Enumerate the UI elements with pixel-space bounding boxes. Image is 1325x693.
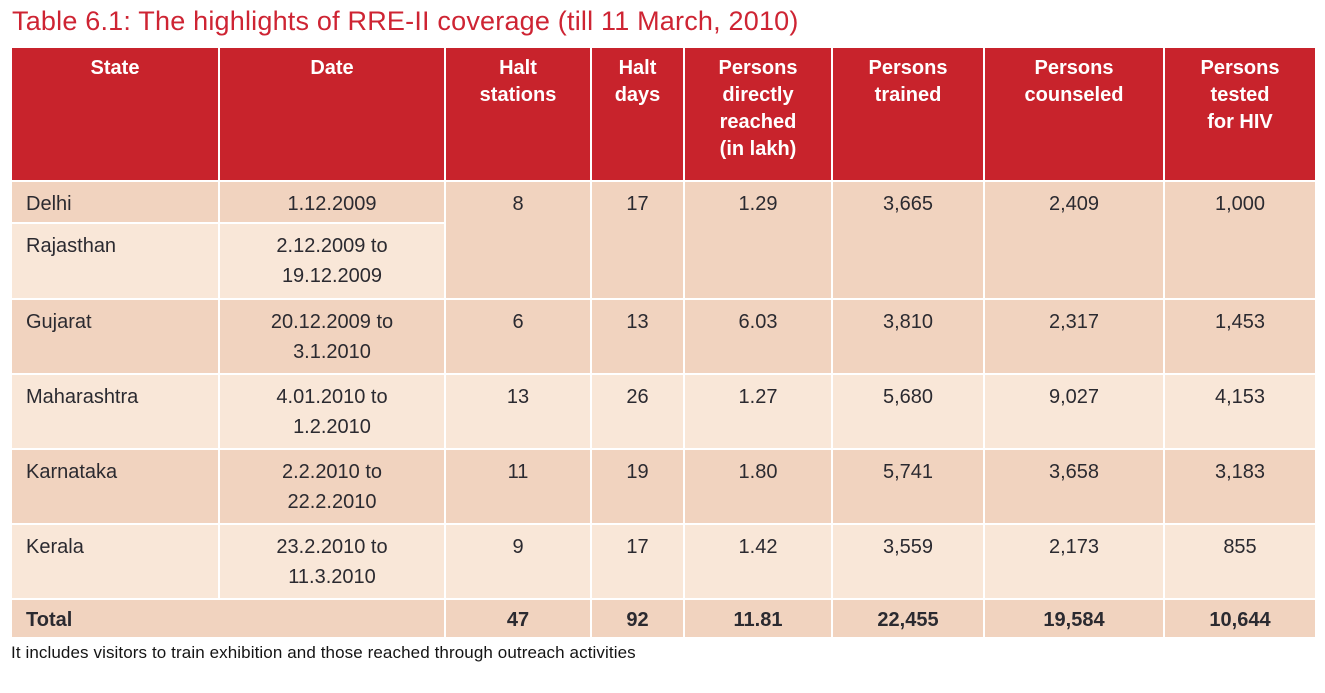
- table-title: Table 6.1: The highlights of RRE-II cove…: [12, 6, 799, 36]
- value-cell: 1.27: [683, 373, 833, 450]
- header-row: State Date Halt stations Halt days Perso…: [10, 46, 1317, 182]
- value-cell: 3,183: [1163, 448, 1317, 525]
- value-cell: 5,741: [831, 448, 985, 525]
- column-header-persons-trained: Persons trained: [831, 46, 985, 182]
- total-value-cell: 10,644: [1163, 598, 1317, 639]
- value-cell: 1.80: [683, 448, 833, 525]
- column-header-state: State: [10, 46, 220, 182]
- date-cell: 4.01.2010 to 1.2.2010: [218, 373, 446, 450]
- value-cell: 3,810: [831, 298, 985, 375]
- column-header-persons-counseled: Persons counseled: [983, 46, 1165, 182]
- table-row: Karnataka 2.2.2010 to 22.2.2010 11 19 1.…: [10, 448, 1317, 525]
- value-cell: 11: [444, 448, 592, 525]
- state-cell: Kerala: [10, 523, 220, 600]
- date-cell: 1.12.2009: [218, 180, 446, 224]
- total-value-cell: 47: [444, 598, 592, 639]
- table-row: Delhi 1.12.2009 8 17 1.29 3,665 2,409 1,…: [10, 180, 1317, 300]
- value-cell: 3,559: [831, 523, 985, 600]
- table-row: Maharashtra 4.01.2010 to 1.2.2010 13 26 …: [10, 373, 1317, 450]
- column-header-persons-tested: Persons tested for HIV: [1163, 46, 1317, 182]
- value-cell: 19: [590, 448, 685, 525]
- state-cell: Karnataka: [10, 448, 220, 525]
- total-label-cell: Total: [10, 598, 446, 639]
- value-cell: 13: [590, 298, 685, 375]
- value-cell: 8: [444, 180, 592, 300]
- value-cell: 3,658: [983, 448, 1165, 525]
- value-cell: 1,000: [1163, 180, 1317, 300]
- value-cell: 2,173: [983, 523, 1165, 600]
- value-cell: 9: [444, 523, 592, 600]
- value-cell: 855: [1163, 523, 1317, 600]
- table-footnote: It includes visitors to train exhibition…: [11, 643, 636, 662]
- value-cell: 1.42: [683, 523, 833, 600]
- total-value-cell: 22,455: [831, 598, 985, 639]
- value-cell: 1.29: [683, 180, 833, 300]
- date-cell: 23.2.2010 to 11.3.2010: [218, 523, 446, 600]
- column-header-persons-reached: Persons directly reached (in lakh): [683, 46, 833, 182]
- value-cell: 26: [590, 373, 685, 450]
- total-row: Total 47 92 11.81 22,455 19,584 10,644: [10, 598, 1317, 639]
- total-value-cell: 92: [590, 598, 685, 639]
- table-row: Gujarat 20.12.2009 to 3.1.2010 6 13 6.03…: [10, 298, 1317, 375]
- date-cell: 20.12.2009 to 3.1.2010: [218, 298, 446, 375]
- value-cell: 6.03: [683, 298, 833, 375]
- column-header-halt-stations: Halt stations: [444, 46, 592, 182]
- coverage-table: State Date Halt stations Halt days Perso…: [10, 46, 1317, 639]
- value-cell: 9,027: [983, 373, 1165, 450]
- value-cell: 17: [590, 180, 685, 300]
- value-cell: 4,153: [1163, 373, 1317, 450]
- date-cell: 2.12.2009 to 19.12.2009: [218, 222, 446, 300]
- state-cell: Maharashtra: [10, 373, 220, 450]
- state-cell: Gujarat: [10, 298, 220, 375]
- value-cell: 5,680: [831, 373, 985, 450]
- column-header-halt-days: Halt days: [590, 46, 685, 182]
- value-cell: 2,317: [983, 298, 1165, 375]
- table-row: Kerala 23.2.2010 to 11.3.2010 9 17 1.42 …: [10, 523, 1317, 600]
- value-cell: 13: [444, 373, 592, 450]
- state-cell: Delhi: [10, 180, 220, 224]
- date-cell: 2.2.2010 to 22.2.2010: [218, 448, 446, 525]
- value-cell: 6: [444, 298, 592, 375]
- total-value-cell: 19,584: [983, 598, 1165, 639]
- value-cell: 2,409: [983, 180, 1165, 300]
- value-cell: 3,665: [831, 180, 985, 300]
- document-page: Table 6.1: The highlights of RRE-II cove…: [10, 6, 1317, 662]
- table-row: Rajasthan 2.12.2009 to 19.12.2009: [10, 222, 1316, 300]
- state-cell: Rajasthan: [10, 222, 220, 300]
- value-cell: 1,453: [1163, 298, 1317, 375]
- column-header-date: Date: [218, 46, 446, 182]
- value-cell: 17: [590, 523, 685, 600]
- total-value-cell: 11.81: [683, 598, 833, 639]
